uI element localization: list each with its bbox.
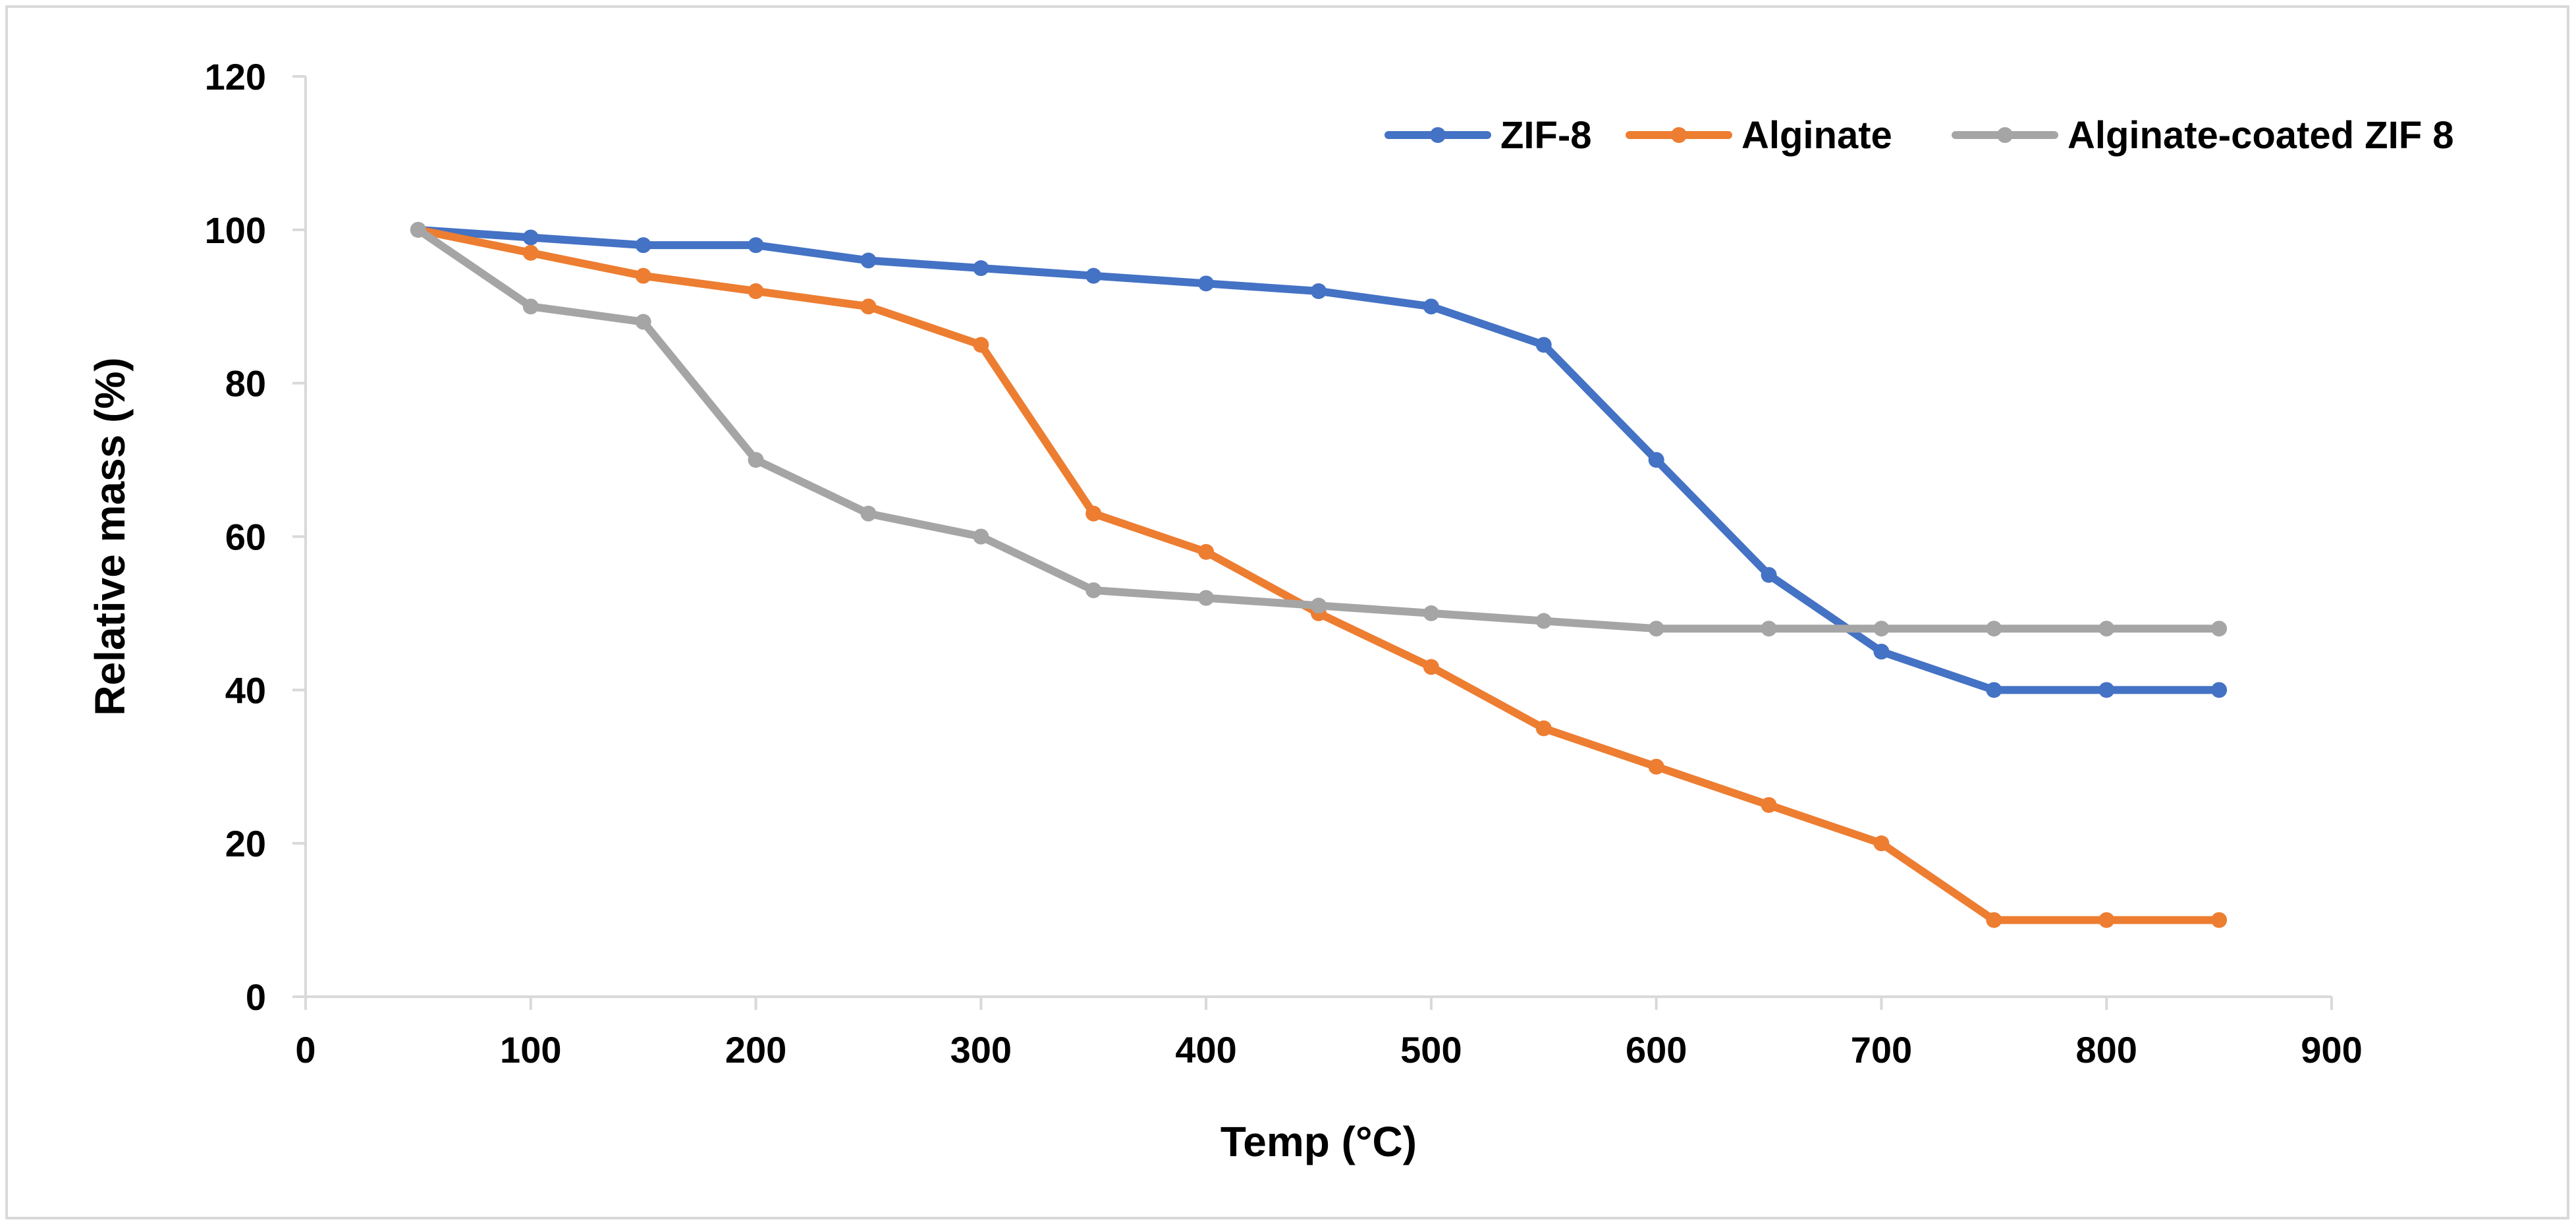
data-point-zif-8 <box>1423 298 1439 315</box>
y-tick-label: 100 <box>205 209 266 251</box>
x-tick-label: 600 <box>1626 1029 1687 1071</box>
data-point-alginate-coated-zif-8 <box>1311 598 1327 614</box>
legend-item-zif-8: ZIF-8 <box>1384 114 1592 157</box>
x-tick-label: 100 <box>500 1029 561 1071</box>
data-point-alginate <box>1535 720 1552 737</box>
legend-marker <box>1997 127 2013 143</box>
data-point-alginate <box>748 283 764 299</box>
data-point-alginate <box>1986 912 2002 928</box>
data-point-zif-8 <box>1085 267 1102 284</box>
data-point-alginate-coated-zif-8 <box>1761 621 1777 637</box>
data-point-zif-8 <box>1311 283 1327 299</box>
y-tick-label: 80 <box>225 363 266 404</box>
legend: ZIF-8 Alginate Alginate-coated ZIF 8 <box>1384 114 2454 157</box>
data-point-alginate <box>1423 659 1439 675</box>
legend-item-alginate-coated-zif-8: Alginate-coated ZIF 8 <box>1952 114 2454 157</box>
series-zif-8 <box>410 221 2228 698</box>
data-point-zif-8 <box>2211 682 2228 698</box>
data-point-zif-8 <box>973 260 989 277</box>
x-tick-label: 400 <box>1175 1029 1236 1071</box>
y-tick-label: 0 <box>246 976 266 1018</box>
x-tick-label: 700 <box>1851 1029 1912 1071</box>
x-tick-label: 800 <box>2076 1029 2137 1071</box>
data-point-alginate-coated-zif-8 <box>1423 605 1439 621</box>
data-point-alginate <box>1085 505 1102 522</box>
legend-marker <box>1430 127 1446 143</box>
data-point-zif-8 <box>1198 275 1215 292</box>
data-point-zif-8 <box>1761 567 1777 583</box>
data-point-alginate-coated-zif-8 <box>973 528 989 545</box>
data-point-alginate <box>860 298 877 315</box>
y-tick-label: 20 <box>225 823 266 864</box>
y-axis-title: Relative mass (%) <box>86 357 134 715</box>
y-tick-label: 40 <box>225 669 266 711</box>
data-point-zif-8 <box>860 252 877 269</box>
data-point-zif-8 <box>1986 682 2002 698</box>
data-point-alginate-coated-zif-8 <box>2098 621 2115 637</box>
data-point-alginate <box>522 244 539 261</box>
data-point-alginate <box>1648 758 1664 775</box>
data-point-zif-8 <box>1648 452 1664 468</box>
x-tick-label: 200 <box>725 1029 786 1071</box>
series-layer <box>410 221 2228 928</box>
data-point-zif-8 <box>748 237 764 254</box>
data-point-alginate-coated-zif-8 <box>410 221 426 238</box>
data-point-zif-8 <box>635 237 651 254</box>
x-tick-label: 0 <box>295 1029 315 1071</box>
data-point-alginate <box>635 267 651 284</box>
y-tick-label: 120 <box>205 56 266 98</box>
data-point-alginate-coated-zif-8 <box>2211 621 2228 637</box>
data-point-alginate <box>1761 796 1777 813</box>
data-point-alginate-coated-zif-8 <box>860 505 877 522</box>
chart-frame: 0 20 40 60 80 100 120 0 100 200 300 400 500 600 700 800… <box>5 5 2569 1219</box>
data-point-zif-8 <box>1535 337 1552 353</box>
series-line-alginate <box>414 225 2224 924</box>
data-point-zif-8 <box>1873 644 1890 660</box>
data-point-alginate <box>2211 912 2228 928</box>
series-alginate <box>410 221 2228 928</box>
data-point-alginate-coated-zif-8 <box>1198 590 1215 606</box>
data-point-alginate-coated-zif-8 <box>522 298 539 315</box>
legend-label: Alginate-coated ZIF 8 <box>2068 114 2454 157</box>
data-point-alginate <box>973 337 989 353</box>
data-point-alginate-coated-zif-8 <box>748 452 764 468</box>
y-tick-label: 60 <box>225 516 266 558</box>
legend-label: Alginate <box>1741 114 1892 157</box>
data-point-zif-8 <box>522 229 539 246</box>
data-point-alginate <box>2098 912 2115 928</box>
data-point-alginate <box>1198 543 1215 560</box>
data-point-alginate-coated-zif-8 <box>1535 613 1552 629</box>
data-point-alginate-coated-zif-8 <box>1085 582 1102 598</box>
data-point-alginate-coated-zif-8 <box>1873 621 1890 637</box>
series-alginate-coated-zif-8 <box>410 221 2228 637</box>
data-point-alginate-coated-zif-8 <box>1986 621 2002 637</box>
data-point-alginate <box>1873 835 1890 852</box>
line-chart: 0 20 40 60 80 100 120 0 100 200 300 400 500 600 700 800… <box>86 56 2454 1165</box>
legend-marker <box>1671 127 1687 143</box>
legend-item-alginate: Alginate <box>1626 114 1892 157</box>
x-tick-label: 500 <box>1400 1029 1462 1071</box>
x-tick-label: 900 <box>2301 1029 2362 1071</box>
legend-label: ZIF-8 <box>1500 114 1592 157</box>
axes: 0 20 40 60 80 100 120 0 100 200 300 400 500 600 700 800… <box>205 56 2363 1071</box>
x-axis-title: Temp (°C) <box>1220 1118 1417 1165</box>
x-tick-label: 300 <box>950 1029 1012 1071</box>
data-point-alginate-coated-zif-8 <box>635 314 651 330</box>
data-point-alginate-coated-zif-8 <box>1648 621 1664 637</box>
data-point-zif-8 <box>2098 682 2115 698</box>
